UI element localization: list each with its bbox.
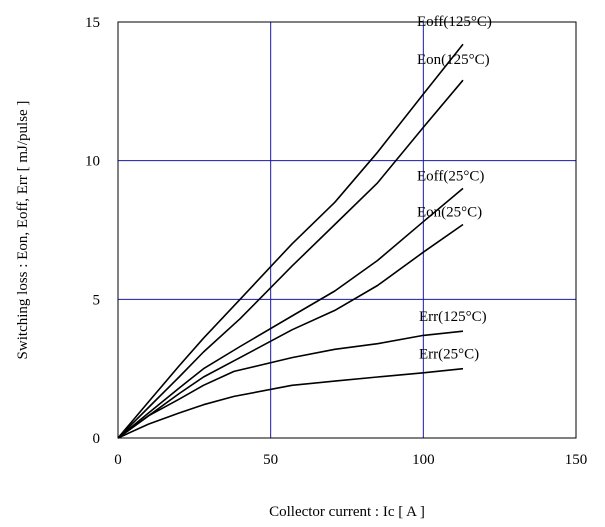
series-label-5: Err(25°C) (419, 347, 479, 363)
y-tick-label-0: 0 (93, 431, 101, 447)
grid-lines (118, 22, 576, 438)
series-labels: Eoff(125°C) Eon(125°C) Eoff(25°C) Eon(25°C)… (417, 14, 492, 362)
y-tick-label-1: 5 (93, 292, 101, 308)
x-tick-label-2: 100 (412, 452, 435, 468)
x-tick-label-1: 50 (263, 452, 278, 468)
series-line-2 (117, 187, 464, 439)
y-axis-title: Switching loss : Eon, Eoff, Err [ mJ/pul… (15, 101, 31, 360)
y-axis-ticks: 0 5 10 15 (85, 15, 100, 447)
series-line-4 (117, 330, 464, 439)
series-label-2: Eoff(25°C) (417, 168, 484, 184)
series-line-0 (117, 43, 464, 439)
x-tick-label-0: 0 (114, 452, 122, 468)
series-label-1: Eon(125°C) (417, 52, 490, 68)
series-line-1 (117, 79, 464, 439)
series-label-0: Eoff(125°C) (417, 14, 492, 30)
x-axis-ticks: 0 50 100 150 (114, 452, 587, 468)
series-lines (117, 43, 464, 439)
series-label-3: Eon(25°C) (417, 204, 482, 220)
x-axis-title: Collector current : Ic [ A ] (269, 504, 425, 520)
x-tick-label-3: 150 (565, 452, 588, 468)
y-tick-label-3: 15 (85, 15, 100, 31)
y-tick-label-2: 10 (85, 154, 100, 170)
series-label-4: Err(125°C) (419, 309, 487, 325)
series-line-5 (117, 367, 464, 439)
series-line-3 (117, 223, 464, 439)
plot-frame (117, 21, 577, 439)
